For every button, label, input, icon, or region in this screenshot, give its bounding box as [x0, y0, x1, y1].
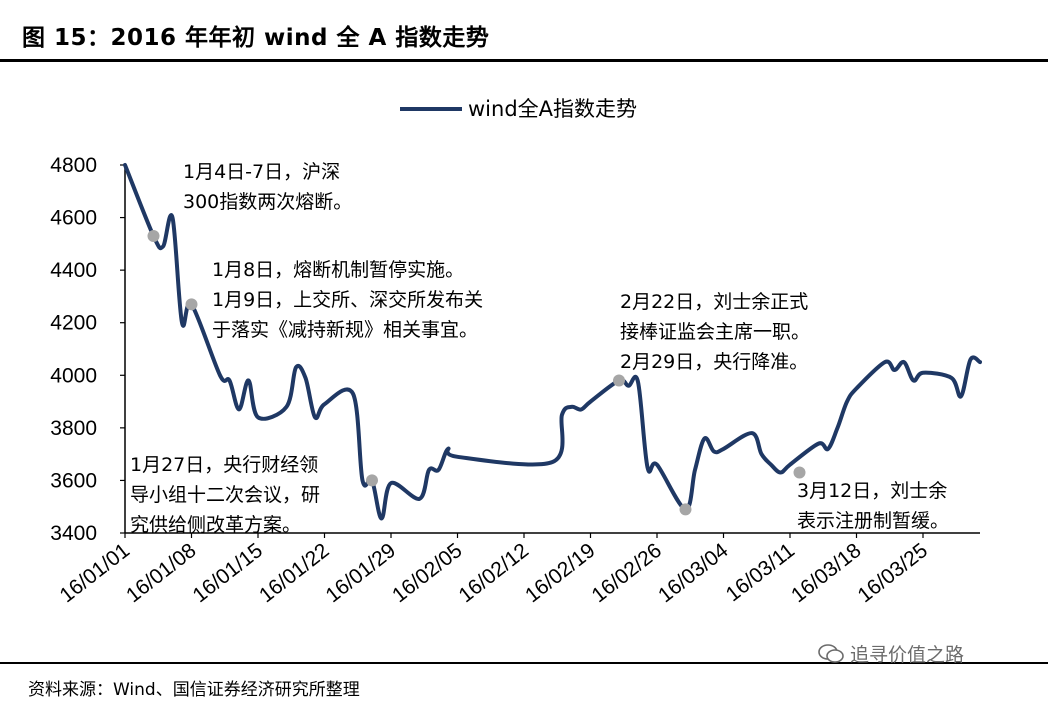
y-tick-label: 3800 — [50, 417, 97, 440]
annotation-line: 表示注册制暂缓。 — [797, 510, 949, 532]
axes — [124, 165, 980, 534]
annotation-line: 1月8日，熔断机制暂停实施。 — [212, 259, 464, 281]
x-tick-label: 16/01/15 — [188, 539, 267, 607]
annotation-line: 2月29日，央行降准。 — [620, 351, 808, 373]
annotation-line: 接棒证监会主席一职。 — [620, 321, 810, 343]
annotation-line: 3月12日，刘士余 — [797, 480, 947, 502]
source-note: 资料来源：Wind、国信证券经济研究所整理 — [28, 680, 360, 700]
annotation-line: 1月9日，上交所、深交所发布关 — [212, 289, 483, 311]
x-tick-label: 16/02/12 — [454, 539, 533, 607]
highlight-markers — [147, 229, 806, 516]
watermark: 追寻价值之路 — [818, 640, 964, 667]
series-line-wind-a-index — [123, 163, 982, 521]
x-tick-label: 16/03/18 — [787, 539, 866, 607]
y-axis-ticks: 3400 3600 3800 4000 4200 4400 4600 4800 — [50, 154, 125, 545]
y-tick-label: 3400 — [50, 522, 97, 545]
annotations: 1月4日-7日，沪深 300指数两次熔断。 1月8日，熔断机制暂停实施。 1月9日，上… — [130, 161, 949, 536]
y-tick-label: 4800 — [50, 154, 97, 177]
highlight-marker — [185, 298, 198, 311]
y-tick-label: 4400 — [50, 259, 97, 282]
annotation-line: 1月4日-7日，沪深 — [183, 161, 340, 183]
x-tick-label: 16/02/26 — [587, 539, 666, 607]
legend-label: wind全A指数走势 — [468, 97, 637, 121]
y-tick-label: 4000 — [50, 364, 97, 387]
source-divider — [0, 662, 1048, 664]
watermark-text: 追寻价值之路 — [850, 644, 965, 666]
figure-title: 图 15：2016 年年初 wind 全 A 指数走势 — [22, 25, 490, 51]
x-axis-ticks: 16/01/0116/01/0816/01/1516/01/2216/01/29… — [55, 533, 932, 607]
legend: wind全A指数走势 — [400, 97, 637, 121]
annotation-line: 1月27日，央行财经领 — [130, 454, 318, 476]
annotation-line: 导小组十二次会议，研 — [130, 484, 320, 506]
annotation-line: 300指数两次熔断。 — [183, 191, 352, 213]
x-tick-label: 16/01/08 — [122, 539, 201, 607]
highlight-marker — [366, 474, 378, 487]
x-tick-label: 16/01/01 — [55, 539, 134, 607]
title-divider — [0, 59, 1048, 62]
annotation-line: 于落实《减持新规》相关事宜。 — [212, 319, 478, 341]
highlight-marker — [793, 466, 806, 479]
highlight-marker — [613, 374, 625, 387]
x-tick-label: 16/01/29 — [321, 539, 400, 607]
chart-canvas: wind全A指数走势 3400 3600 3800 4000 4200 4400 4600 4… — [50, 97, 982, 607]
x-tick-label: 16/02/05 — [388, 539, 467, 607]
x-tick-label: 16/02/19 — [521, 539, 600, 607]
y-tick-label: 3600 — [50, 469, 97, 492]
x-tick-label: 16/03/25 — [853, 539, 932, 607]
x-tick-label: 16/03/11 — [722, 539, 799, 606]
annotation-line: 究供给侧改革方案。 — [130, 514, 301, 536]
highlight-marker — [147, 229, 160, 242]
wechat-icon — [818, 644, 844, 664]
x-tick-label: 16/01/22 — [255, 539, 334, 607]
y-tick-label: 4200 — [50, 312, 97, 335]
highlight-marker — [679, 503, 692, 516]
annotation-line: 2月22日，刘士余正式 — [620, 291, 808, 313]
x-tick-label: 16/03/04 — [654, 539, 733, 608]
y-tick-label: 4600 — [50, 207, 97, 230]
